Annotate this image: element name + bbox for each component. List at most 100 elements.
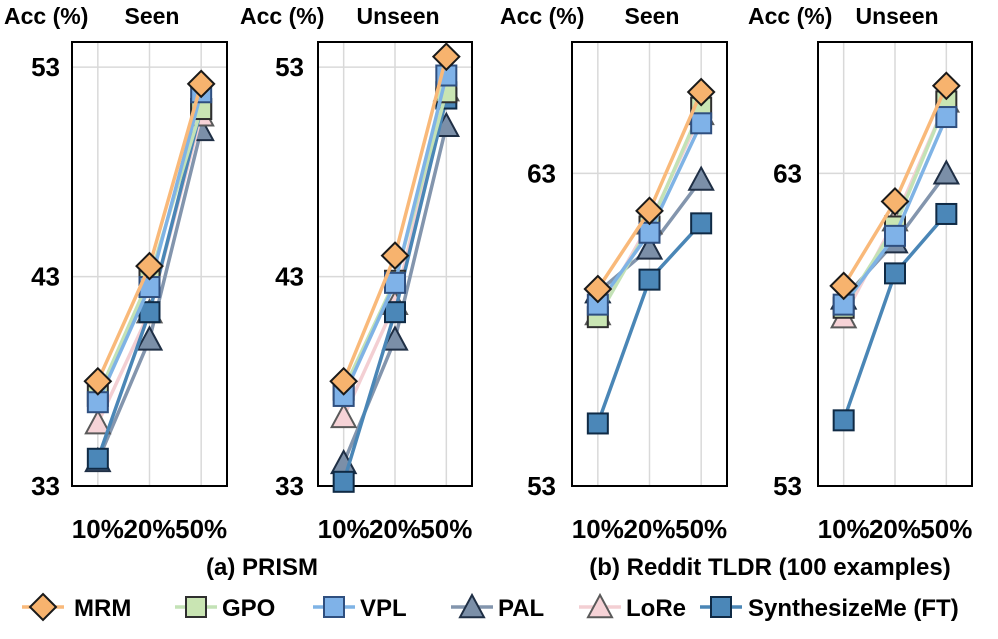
data-point: [638, 268, 661, 291]
data-point: [583, 274, 613, 304]
data-point: [880, 187, 910, 216]
series-vpl: [832, 106, 958, 316]
x-tick-label: 20%: [623, 514, 675, 544]
panel-title: Unseen: [855, 3, 938, 29]
legend-label: LoRe: [626, 595, 686, 622]
y-tick-label: 33: [275, 471, 304, 501]
data-point: [431, 42, 461, 72]
caption-a: (a) PRISM: [206, 554, 318, 581]
data-point: [932, 159, 961, 185]
data-point: [381, 325, 409, 351]
x-tick-label: 10%: [818, 514, 870, 544]
data-point: [384, 301, 406, 324]
data-point: [329, 366, 359, 396]
y-tick-label: 63: [527, 158, 556, 188]
legend-marker: [586, 592, 614, 619]
panel-title: Unseen: [356, 3, 439, 29]
caption-b: (b) Reddit TLDR (100 examples): [589, 554, 950, 581]
data-point: [380, 241, 410, 271]
data-point: [935, 202, 958, 225]
series-mrm: [583, 77, 716, 304]
legend-label: GPO: [222, 595, 275, 622]
x-tick-label: 50%: [175, 514, 227, 544]
legend-label: MRM: [74, 595, 131, 622]
data-point: [83, 366, 113, 396]
y-tick-label: 33: [31, 471, 60, 501]
y-axis-label: Acc (%): [4, 3, 88, 29]
panel-1: 33 43 53 10% 20% 50% Acc (%) Seen: [4, 3, 228, 544]
plot-frame: [571, 41, 728, 487]
panel-title: Seen: [125, 3, 180, 29]
series-mrm: [329, 42, 461, 396]
y-axis-label: Acc (%): [500, 3, 584, 29]
x-tick-label: 20%: [123, 514, 175, 544]
data-point: [690, 212, 713, 235]
x-tick-label: 50%: [420, 514, 472, 544]
data-point: [931, 71, 961, 101]
y-axis-label: Acc (%): [748, 3, 832, 29]
y-tick-label: 53: [31, 52, 60, 82]
legend-marker: [710, 596, 732, 618]
data-point: [686, 77, 716, 107]
data-point: [829, 271, 859, 301]
plot-frame: [317, 41, 473, 487]
legend-item-pal: PAL: [451, 592, 544, 622]
y-tick-label: 43: [275, 262, 304, 292]
legend-label: VPL: [360, 595, 407, 622]
x-tick-label: 50%: [675, 514, 727, 544]
data-point: [884, 262, 906, 285]
plot-frame: [71, 41, 228, 487]
panel-title: Seen: [625, 3, 680, 29]
legend-item-vpl: VPL: [313, 595, 407, 622]
y-tick-label: 53: [275, 52, 304, 82]
y-tick-label: 53: [527, 471, 556, 501]
series-synthesizeme-ft: [586, 212, 713, 435]
data-point: [86, 447, 109, 470]
legend-marker: [28, 592, 58, 622]
data-point: [586, 412, 609, 435]
panel-2: 33 43 53 10% 20% 50% Acc (%) Unseen: [240, 3, 473, 544]
data-point: [329, 402, 358, 429]
x-tick-label: 20%: [369, 514, 421, 544]
x-tick-label: 50%: [920, 514, 972, 544]
legend-item-mrm: MRM: [22, 592, 131, 622]
data-point: [832, 409, 855, 432]
data-point: [935, 106, 958, 129]
legend-item-gpo: GPO: [175, 595, 275, 622]
legend-label: SynthesizeMe (FT): [748, 595, 959, 622]
data-point: [635, 234, 664, 260]
data-point: [884, 224, 906, 247]
data-point: [186, 69, 216, 99]
y-tick-label: 43: [31, 262, 60, 292]
data-point: [135, 251, 164, 281]
x-tick-label: 10%: [318, 514, 370, 544]
data-point: [84, 409, 112, 435]
series-mrm: [83, 69, 216, 396]
x-tick-label: 20%: [869, 514, 921, 544]
legend-label: PAL: [498, 595, 544, 622]
legend-marker: [185, 596, 207, 618]
legend-item-synthesizeme-ft: SynthesizeMe (FT): [700, 595, 959, 622]
panel-3: 53 63 10% 20% 50% Acc (%) Seen: [500, 3, 728, 544]
panel-4: 53 63 10% 20% 50% Acc (%) Unseen: [748, 3, 973, 544]
y-axis-label: Acc (%): [240, 3, 324, 29]
data-point: [687, 165, 715, 191]
data-point: [135, 325, 164, 351]
plot-frame: [817, 41, 973, 487]
x-tick-label: 10%: [72, 514, 124, 544]
series-synthesizeme-ft: [832, 202, 958, 432]
x-tick-label: 10%: [572, 514, 624, 544]
data-point: [635, 196, 664, 226]
data-point: [690, 112, 713, 135]
legend-item-lore: LoRe: [579, 592, 686, 622]
y-tick-label: 63: [773, 158, 802, 188]
data-point: [332, 470, 355, 493]
legend-marker: [458, 592, 486, 619]
data-point: [638, 221, 661, 244]
series-mrm: [829, 71, 961, 301]
y-tick-label: 53: [773, 471, 802, 501]
legend-marker: [323, 596, 345, 618]
legend: MRM GPO VPL PAL LoRe SynthesizeMe (FT): [22, 592, 959, 622]
